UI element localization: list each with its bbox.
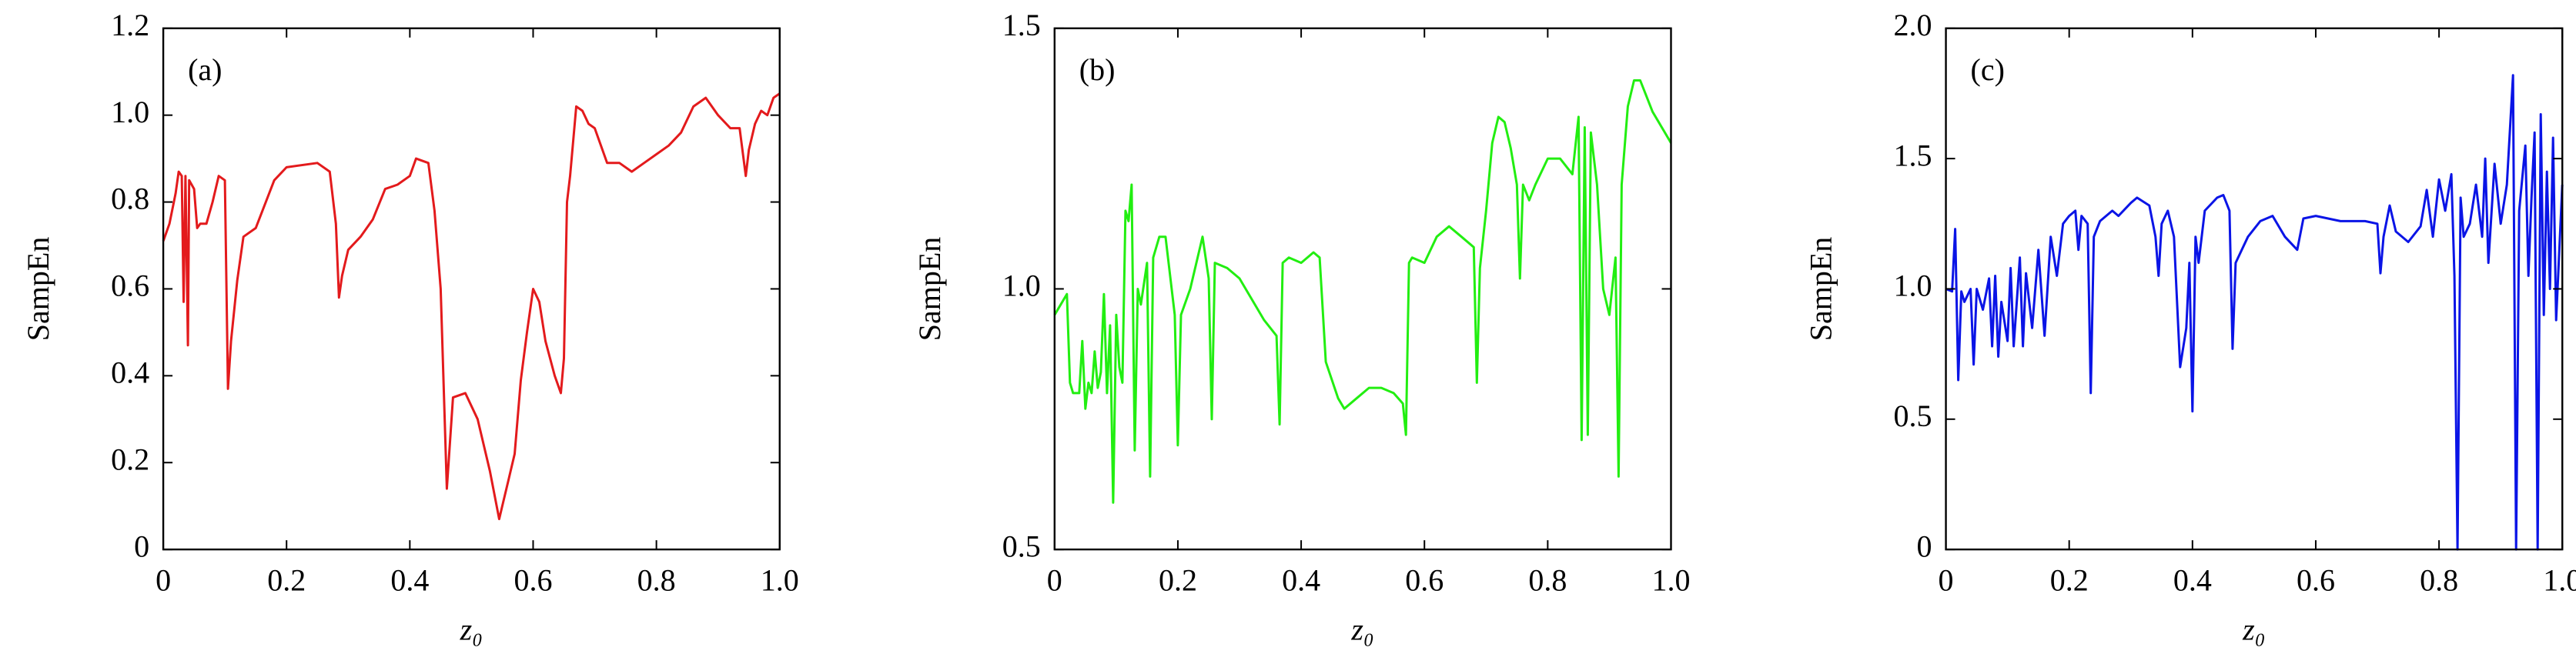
x-tick-label: 0.2 <box>267 562 306 597</box>
y-tick-label: 1.0 <box>1894 269 1932 303</box>
y-tick-label: 0.5 <box>1002 529 1041 563</box>
y-tick-label: 1.5 <box>1002 8 1041 42</box>
y-tick-label: 1.5 <box>1894 138 1932 172</box>
x-tick-label: 0.4 <box>2173 562 2212 597</box>
x-tick-label: 0 <box>1047 562 1062 597</box>
panel: 0 0.2 0.4 0.6 0.8 1.0 0.5 1.0 1.5 (b) z₀ SampEn <box>912 8 1691 646</box>
panel-label: (a) <box>188 52 222 87</box>
x-tick-label: 1.0 <box>2543 562 2576 597</box>
x-tick-label: 0.8 <box>1528 562 1567 597</box>
y-tick-label: 0 <box>1917 529 1932 563</box>
plot-frame <box>1945 27 2564 551</box>
x-tick-label: 0.2 <box>1159 562 1197 597</box>
y-tick-label: 0.8 <box>111 182 149 216</box>
y-tick-label: 2.0 <box>1894 8 1932 42</box>
panel: 0 0.2 0.4 0.6 0.8 1.0 0 0.2 0.4 0.6 0.8 1.0 1.2 (a) z₀… <box>21 8 799 646</box>
x-tick-label: 0 <box>156 562 171 597</box>
x-axis-label: z₀ <box>460 612 483 646</box>
x-tick-label: 0.2 <box>2050 562 2089 597</box>
x-tick-label: 0.4 <box>390 562 429 597</box>
x-tick-label: 0.6 <box>2297 562 2335 597</box>
panel-label: (c) <box>1971 52 2005 87</box>
y-axis-label: SampEn <box>912 237 947 342</box>
y-tick-label: 0.5 <box>1894 399 1932 433</box>
y-tick-label: 0 <box>134 529 149 563</box>
x-tick-label: 0.8 <box>2420 562 2458 597</box>
x-tick-label: 0.8 <box>637 562 676 597</box>
panel-label: (b) <box>1079 52 1116 87</box>
plot-frame <box>162 27 781 551</box>
y-tick-label: 0.6 <box>111 269 149 303</box>
x-tick-label: 0.6 <box>514 562 552 597</box>
x-tick-label: 1.0 <box>1651 562 1690 597</box>
y-tick-label: 0.2 <box>111 442 149 476</box>
y-tick-label: 1.0 <box>1002 269 1041 303</box>
x-axis-label: z₀ <box>2242 612 2265 646</box>
y-tick-label: 1.2 <box>111 8 149 42</box>
y-tick-label: 0.4 <box>111 355 149 390</box>
x-tick-label: 1.0 <box>761 562 799 597</box>
panel: 0 0.2 0.4 0.6 0.8 1.0 0 0.5 1.0 1.5 2.0 (c) z₀ SampEn <box>1804 8 2576 646</box>
x-axis-label: z₀ <box>1350 612 1373 646</box>
x-tick-label: 0.6 <box>1405 562 1444 597</box>
y-tick-label: 1.0 <box>111 95 149 129</box>
data-line <box>162 92 781 521</box>
y-axis-label: SampEn <box>21 237 55 342</box>
x-tick-label: 0 <box>1939 562 1954 597</box>
y-axis-label: SampEn <box>1804 237 1838 342</box>
data-line <box>1945 74 2564 551</box>
x-tick-label: 0.4 <box>1282 562 1320 597</box>
data-line <box>1053 79 1672 504</box>
